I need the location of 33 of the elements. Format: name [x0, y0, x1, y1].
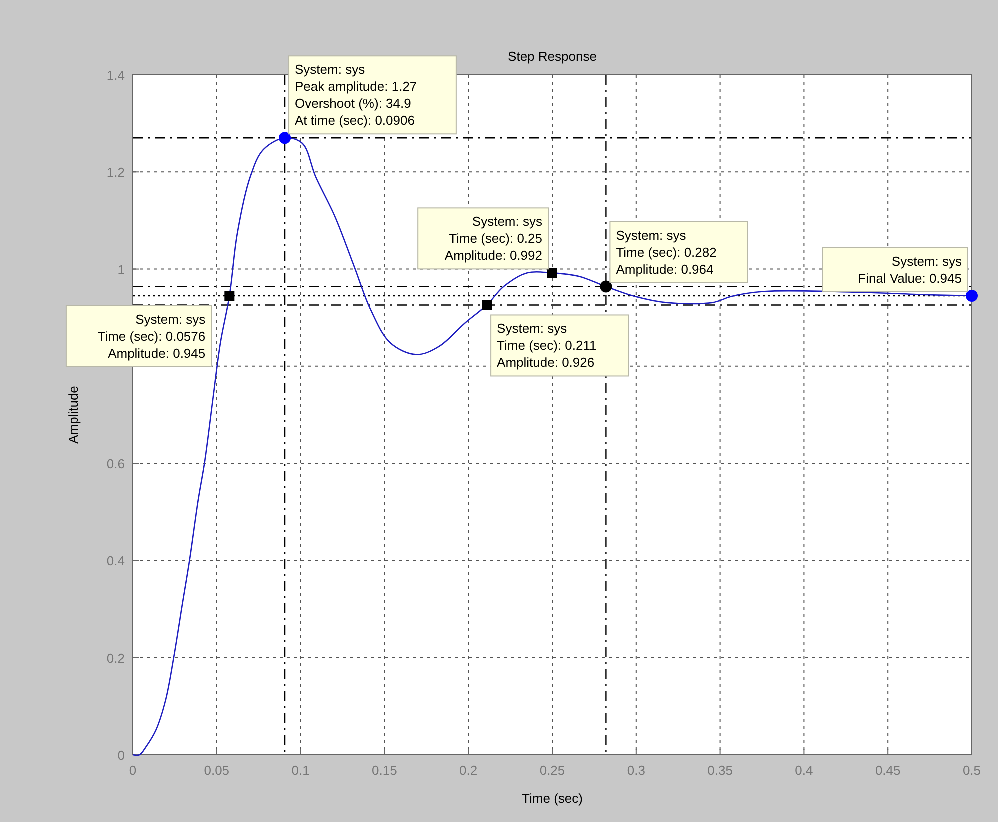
x-tick-label: 0.4: [795, 763, 814, 778]
x-tick-label: 0.1: [292, 763, 310, 778]
annotation: System: sys Time (sec): 0.282 Amplitude: 0.964: [616, 228, 717, 277]
y-tick-label: 0: [118, 748, 125, 763]
x-tick-label: 0.45: [875, 763, 901, 778]
annotation: System: sys Final Value: 0.945: [858, 254, 962, 286]
annotation: System: sys Time (sec): 0.25 Amplitude: 0.992: [444, 214, 543, 264]
chart-title: Step Response: [508, 49, 597, 64]
y-tick-label: 0.4: [106, 554, 125, 569]
point: [548, 268, 558, 278]
point: [966, 290, 978, 302]
point: [482, 300, 492, 310]
x-tick-label: 0.3: [627, 763, 646, 778]
x-tick-label: 0: [129, 763, 137, 778]
annotation: System: sys Time (sec): 0.0576 Amplitude: 0.945: [98, 312, 206, 361]
x-tick-label: 0.2: [460, 763, 478, 778]
y-tick-label: 1.4: [106, 68, 125, 83]
x-axis-title: Time (sec): [522, 791, 583, 806]
x-tick-label: 0.5: [962, 763, 982, 778]
y-axis-title: Amplitude: [66, 386, 81, 444]
y-tick-label: 0.6: [106, 456, 125, 472]
y-tick-label: 1.2: [106, 165, 125, 180]
point: [600, 280, 612, 293]
x-tick-label: 0.35: [708, 763, 733, 778]
annotation: System: sys Time (sec): 0.211 Amplitude: 0.926: [497, 321, 597, 370]
x-tick-label: 0.25: [540, 763, 566, 778]
x-tick-label: 0.15: [372, 763, 398, 778]
point: [224, 291, 235, 301]
y-tick-label: 1: [118, 262, 125, 278]
y-tick-label: 0.2: [106, 650, 125, 666]
x-tick-label: 0.05: [204, 763, 230, 778]
point: [279, 132, 292, 144]
annotation: System: sys Peak amplitude: 1.27 Overshoot (%): 34.9 At time (sec): 0.0906: [295, 62, 418, 128]
